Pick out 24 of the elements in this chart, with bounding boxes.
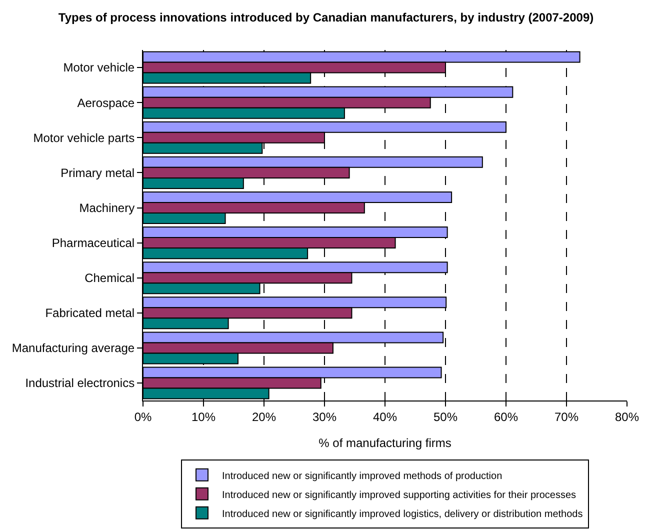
x-tick-label: 40% [372, 410, 398, 424]
x-tick-label: 70% [554, 410, 579, 424]
y-tick-label: Pharmaceutical [52, 236, 135, 250]
y-tick-label: Fabricated metal [45, 306, 135, 320]
chart-title: Types of process innovations introduced by Canadian manufacturers, by industry (2007-2009) [58, 10, 594, 25]
y-tick-label: Primary metal [60, 166, 135, 180]
y-tick-label: Manufacturing average [12, 341, 135, 356]
x-tick-label: 10% [191, 410, 216, 424]
legend-label: Introduced new or significantly improved methods of production [222, 470, 502, 482]
x-axis-title: % of manufacturing firms [318, 436, 452, 450]
y-tick-label: Motor vehicle [63, 60, 135, 75]
legend-label: Introduced new or significantly improved supporting activities for their processes [222, 490, 576, 501]
x-tick-label: 50% [433, 410, 458, 424]
x-tick-label: 80% [614, 410, 640, 424]
x-tick-label: 60% [494, 410, 518, 424]
x-tick-label: 0% [134, 410, 152, 424]
y-tick-label: Industrial electronics [25, 376, 135, 390]
y-tick-label: Aerospace [77, 96, 135, 110]
x-tick-label: 30% [312, 410, 337, 424]
y-tick-label: Chemical [84, 271, 135, 286]
y-tick-label: Machinery [79, 200, 135, 215]
y-tick-label: Motor vehicle parts [33, 130, 135, 145]
legend-label: Introduced new or significantly improved logistics, delivery or distribution methods [222, 508, 583, 520]
x-tick-label: 20% [252, 410, 276, 424]
